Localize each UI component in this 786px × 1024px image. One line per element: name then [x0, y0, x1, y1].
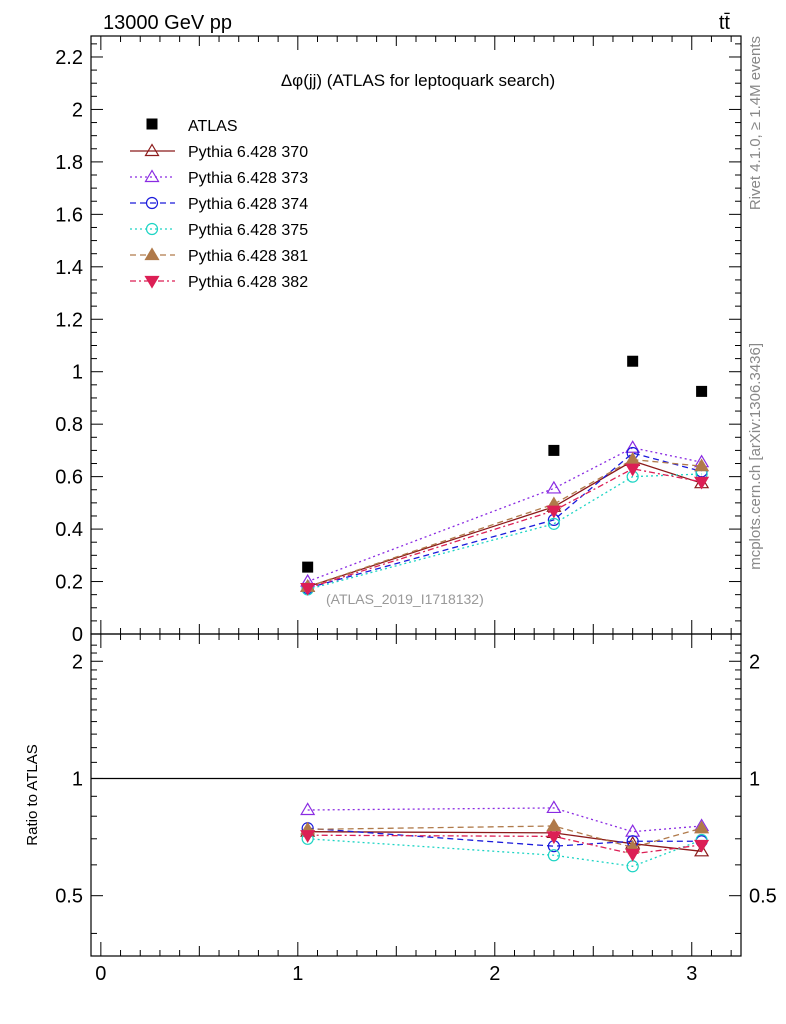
energy-label: 13000 GeV pp: [103, 12, 232, 34]
ratio-series-point: [546, 831, 562, 845]
legend-marker-atlas: [146, 118, 158, 130]
ratio-series-point: [625, 824, 641, 837]
legend-label-atlas: ATLAS: [188, 118, 238, 135]
ratio-y-tick-label: 0.5: [55, 886, 83, 908]
main-y-tick-label: 0: [72, 624, 83, 646]
x-tick-label: 2: [489, 963, 500, 985]
ratio-series-point: [694, 839, 710, 853]
main-series-point: [694, 458, 710, 472]
legend-marker: [145, 196, 159, 210]
main-series-line: [307, 468, 702, 589]
main-series-6: [300, 463, 710, 596]
main-series-line: [307, 460, 702, 588]
main-y-tick-label: 2: [72, 99, 83, 121]
plot-layer: 0 0.2 0.4 0.6 0.8 1 1.2 1.4 1.6 1.8 2 2.2 0 1 2 3 0.5 0.5…: [55, 35, 777, 985]
ratio-y-tick-label-right: 1: [749, 768, 760, 790]
legend: ATLAS Pythia 6.428 370 Pythia 6.428 373 Pyt…: [130, 118, 308, 291]
atlas-data-point: [627, 355, 639, 367]
mcplots-reference-label: mcplots.cern.ch [arXiv:1306.3436]: [747, 343, 764, 570]
ratio-y-tick-label-right: 0.5: [749, 886, 777, 908]
ratio-series-1: [300, 824, 710, 857]
main-y-tick-label: 0.6: [55, 467, 83, 489]
main-series-line: [307, 458, 702, 588]
ratio-series-line: [307, 838, 702, 867]
x-tick-label: 3: [686, 963, 697, 985]
main-series-point: [546, 505, 562, 519]
legend-marker: [144, 275, 160, 289]
ratio-series-6: [300, 830, 710, 862]
ratio-series-2: [300, 800, 710, 837]
main-y-tick-label: 0.8: [55, 414, 83, 436]
ratio-series-point: [694, 820, 710, 834]
legend-marker: [144, 169, 160, 183]
atlas-data-point: [696, 385, 708, 397]
rivet-version-label: Rivet 4.1.0, ≥ 1.4M events: [747, 36, 764, 210]
main-series-point: [694, 476, 710, 490]
main-y-tick-label: 1.2: [55, 309, 83, 331]
main-y-tick-label: 1.6: [55, 204, 83, 226]
atlas-data-points: [302, 355, 708, 573]
legend-label: Pythia 6.428 370: [188, 144, 308, 161]
ratio-series-line: [307, 807, 702, 833]
main-y-tick-label: 2.2: [55, 47, 83, 69]
legend-marker: [144, 247, 160, 261]
main-series-3: [301, 446, 708, 595]
legend-label: Pythia 6.428 375: [188, 222, 308, 239]
main-y-tick-label: 0.2: [55, 572, 83, 594]
main-series-point: [625, 463, 641, 477]
atlas-data-point: [302, 561, 314, 573]
ratio-series-line: [307, 827, 702, 847]
ratio-series-point: [300, 802, 316, 816]
legend-marker: [144, 143, 160, 157]
ratio-series-point: [547, 849, 560, 862]
main-y-tick-label: 1.4: [55, 257, 83, 279]
legend-label: Pythia 6.428 381: [188, 248, 308, 265]
main-y-tick-label: 1: [72, 362, 83, 384]
legend-label: Pythia 6.428 374: [188, 196, 308, 213]
ratio-series-3: [301, 822, 708, 853]
main-series-2: [300, 440, 710, 587]
ratio-series-line: [307, 825, 702, 849]
main-series-point: [300, 583, 316, 596]
chart-title: Δφ(jj) (ATLAS for leptoquark search): [281, 71, 555, 90]
process-label: tt̄: [719, 12, 731, 34]
main-series-line: [307, 452, 702, 589]
x-tick-label: 1: [292, 963, 303, 985]
ratio-plot-frame: [90, 633, 742, 957]
ratio-series-line: [307, 831, 702, 852]
legend-marker: [145, 222, 159, 236]
legend-label: Pythia 6.428 373: [188, 170, 308, 187]
analysis-watermark: (ATLAS_2019_I1718132): [326, 591, 484, 607]
ratio-y-axis-label: Ratio to ATLAS: [24, 744, 41, 845]
atlas-data-point: [548, 444, 560, 456]
ratio-series-point: [625, 848, 641, 862]
ratio-series-point: [546, 818, 562, 832]
ratio-series-point: [546, 800, 562, 814]
main-series-line: [307, 447, 702, 583]
main-y-tick-label: 0.4: [55, 519, 83, 541]
ratio-series-point: [300, 830, 316, 843]
ratio-y-tick-label-right: 2: [749, 651, 760, 673]
ratio-series-point: [694, 843, 710, 857]
ratio-y-tick-label: 2: [72, 651, 83, 673]
main-series-point: [546, 480, 562, 494]
main-series-4: [301, 467, 708, 596]
legend-label: Pythia 6.428 382: [188, 274, 308, 291]
x-tick-label: 0: [95, 963, 106, 985]
main-y-tick-label: 1.8: [55, 152, 83, 174]
ratio-y-tick-label: 1: [72, 768, 83, 790]
